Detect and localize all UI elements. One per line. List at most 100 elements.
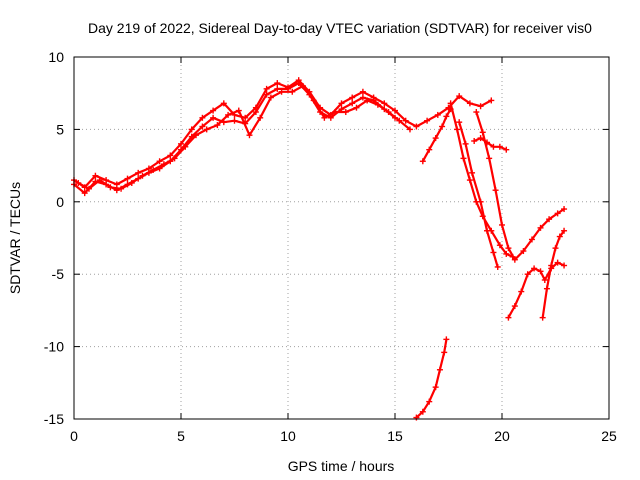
- data-point: [496, 143, 503, 150]
- data-point: [426, 398, 433, 405]
- series-track-h: [471, 135, 510, 153]
- data-point: [231, 117, 238, 124]
- data-point: [488, 97, 495, 104]
- data-point: [561, 227, 568, 234]
- data-point: [364, 97, 371, 104]
- data-point: [171, 155, 178, 162]
- data-point: [426, 146, 433, 153]
- data-point: [443, 113, 450, 120]
- data-point: [210, 114, 217, 121]
- data-point: [462, 140, 469, 147]
- data-point: [528, 236, 535, 243]
- data-point: [199, 114, 206, 121]
- data-point: [432, 384, 439, 391]
- chart-title: Day 219 of 2022, Sidereal Day-to-day VTE…: [88, 20, 592, 36]
- data-point: [289, 88, 296, 95]
- data-point: [135, 169, 142, 176]
- series-line: [473, 137, 508, 151]
- data-point: [441, 349, 448, 356]
- data-point: [466, 100, 473, 107]
- x-tick-label: 10: [280, 428, 296, 444]
- series-track-b: [71, 80, 398, 197]
- data-point: [543, 285, 550, 292]
- data-point: [353, 104, 360, 111]
- data-point: [257, 114, 264, 121]
- data-point: [278, 88, 285, 95]
- data-point: [385, 109, 392, 116]
- data-point: [484, 139, 491, 146]
- data-point: [554, 259, 561, 266]
- data-point: [75, 179, 82, 186]
- data-point: [107, 184, 114, 191]
- data-point: [156, 158, 163, 165]
- data-point: [456, 119, 463, 126]
- data-point: [561, 262, 568, 269]
- data-point: [160, 161, 167, 168]
- data-point: [392, 107, 398, 114]
- data-point: [503, 250, 510, 257]
- series-track-f: [447, 100, 516, 260]
- data-point: [178, 140, 184, 147]
- series-line: [541, 229, 566, 319]
- data-point: [447, 106, 454, 113]
- data-point: [124, 175, 131, 182]
- data-point: [192, 132, 199, 139]
- data-point: [332, 109, 339, 116]
- data-point: [359, 88, 366, 95]
- data-point: [113, 181, 120, 188]
- series-track-a: [71, 77, 495, 191]
- x-tick-label: 25: [601, 428, 617, 444]
- data-point: [252, 109, 259, 116]
- series-track-k: [413, 336, 450, 421]
- data-point: [486, 155, 493, 162]
- data-point: [554, 210, 561, 217]
- data-point: [396, 117, 403, 124]
- data-series: [71, 77, 568, 421]
- data-point: [505, 245, 512, 252]
- data-point: [436, 366, 443, 373]
- y-tick-label: -10: [44, 339, 64, 355]
- series-track-j: [539, 227, 568, 321]
- axis-ticks: 0 5 10 15 20 25 -15 -10 -5 0 5 10: [44, 49, 617, 444]
- data-point: [505, 314, 512, 321]
- data-point: [531, 265, 538, 272]
- data-point: [274, 85, 281, 92]
- y-tick-label: 10: [48, 49, 64, 65]
- data-point: [561, 206, 568, 213]
- data-point: [402, 117, 409, 124]
- data-point: [342, 109, 349, 116]
- data-point: [479, 213, 486, 220]
- data-point: [548, 262, 555, 269]
- data-point: [496, 242, 503, 249]
- data-point: [295, 80, 302, 87]
- data-point: [432, 135, 439, 142]
- data-point: [479, 129, 486, 136]
- data-point: [539, 314, 546, 321]
- data-point: [310, 97, 317, 104]
- data-point: [460, 155, 467, 162]
- series-track-i: [505, 259, 568, 321]
- data-point: [477, 103, 484, 110]
- data-point: [139, 172, 146, 179]
- y-tick-label: -15: [44, 411, 64, 427]
- series-track-c: [75, 82, 413, 192]
- data-point: [235, 107, 242, 114]
- series-line: [421, 107, 452, 163]
- data-point: [81, 190, 88, 197]
- y-axis-label: SDTVAR / TECUs: [7, 182, 23, 294]
- data-point: [96, 177, 103, 184]
- data-point: [210, 107, 217, 114]
- series-track-e: [473, 109, 568, 263]
- data-point: [225, 111, 232, 118]
- data-point: [520, 248, 527, 255]
- data-point: [118, 185, 125, 192]
- data-point: [299, 82, 306, 89]
- data-point: [471, 137, 478, 144]
- data-point: [424, 117, 431, 124]
- y-tick-label: 0: [56, 194, 64, 210]
- data-point: [419, 158, 426, 165]
- data-point: [546, 216, 553, 223]
- data-point: [490, 143, 497, 150]
- y-tick-label: -5: [52, 266, 65, 282]
- data-point: [537, 268, 544, 275]
